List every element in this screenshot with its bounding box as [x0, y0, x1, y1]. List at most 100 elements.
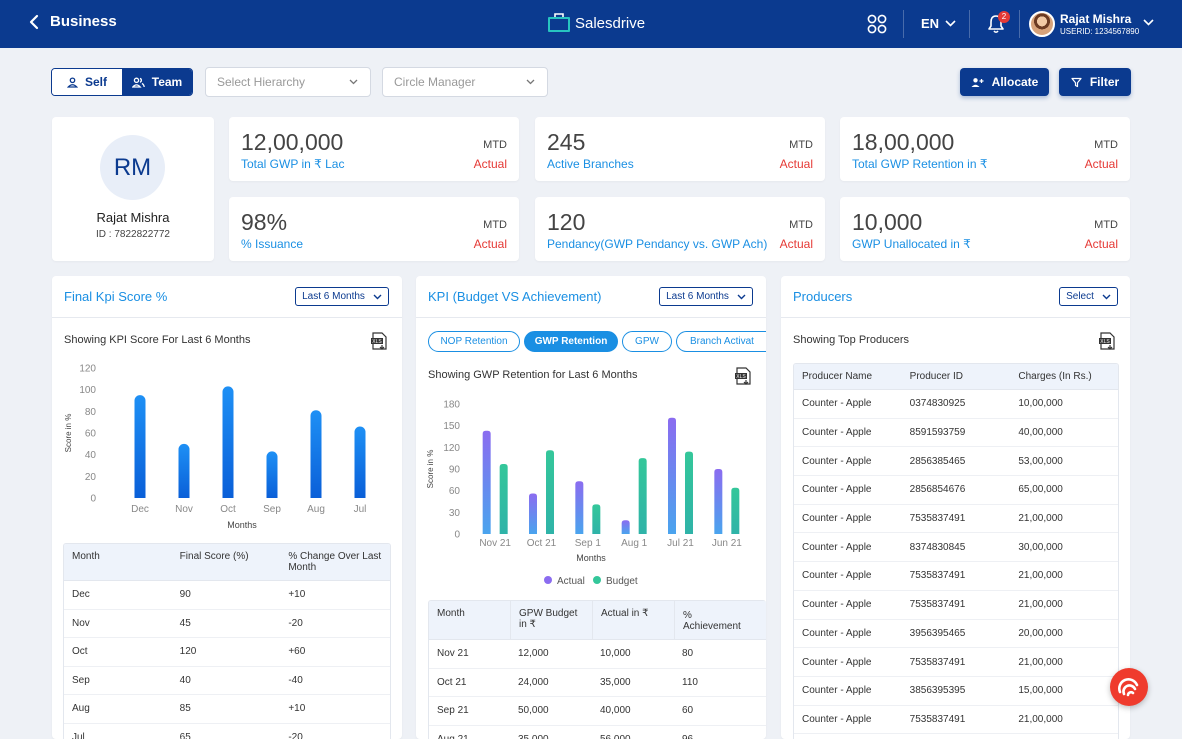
- excel-download-icon[interactable]: XLS: [734, 367, 752, 385]
- tab-nop-retention[interactable]: NOP Retention: [428, 331, 520, 352]
- table-cell: 96: [674, 726, 754, 739]
- filter-label: Filter: [1089, 75, 1120, 89]
- team-tab[interactable]: Team: [122, 69, 192, 95]
- excel-download-icon[interactable]: XLS: [370, 332, 388, 350]
- excel-download-icon[interactable]: XLS: [1098, 332, 1116, 350]
- table-cell: Dec: [72, 589, 90, 601]
- legend-label: Budget: [606, 576, 638, 587]
- table-row[interactable]: Counter - Apple 8591593759 40,00,000: [794, 419, 1118, 448]
- y-tick-label: 0: [454, 530, 460, 541]
- table-row[interactable]: Sep 40 -40: [64, 667, 390, 695]
- producer-select-label: Select: [1066, 291, 1094, 302]
- filter-button[interactable]: Filter: [1059, 68, 1131, 96]
- bar-actual: [621, 520, 630, 534]
- producer-select[interactable]: Select: [1059, 287, 1118, 306]
- stat-card[interactable]: 12,00,000 Total GWP in ₹ Lac MTD Actual: [229, 117, 519, 181]
- table-row[interactable]: Jul 65 -20: [64, 724, 390, 739]
- table-row[interactable]: Counter - Apple 7535837491 21,00,000: [794, 648, 1118, 677]
- table-header: Month GPW Budget in ₹ Actual in ₹ % Achi…: [429, 601, 766, 640]
- table-row[interactable]: Counter - Apple 3956395465 20,00,000: [794, 620, 1118, 649]
- apps-grid-icon[interactable]: [867, 14, 887, 34]
- table-header: Month Final Score (%) % Change Over Last…: [64, 544, 390, 581]
- table-row[interactable]: Nov 45 -20: [64, 610, 390, 638]
- stat-card[interactable]: 245 Active Branches MTD Actual: [535, 117, 825, 181]
- period-select[interactable]: Last 6 Months: [659, 287, 753, 306]
- table-cell: Counter - Apple: [802, 398, 872, 410]
- table-row[interactable]: Aug 21 35,000 56,000 96: [429, 726, 766, 739]
- kpi-table: Month Final Score (%) % Change Over Last…: [63, 543, 391, 739]
- table-cell: 21,00,000: [1018, 656, 1063, 668]
- table-row[interactable]: Counter - Apple 2856385465 53,00,000: [794, 447, 1118, 477]
- table-row[interactable]: Counter - Apple 7535837491 21,00,000: [794, 505, 1118, 534]
- self-tab[interactable]: Self: [52, 69, 122, 95]
- table-row[interactable]: Counter - Apple 7535837491 21,00,000: [794, 706, 1118, 735]
- stat-value: 12,00,000: [241, 129, 344, 155]
- stat-period: MTD: [1094, 219, 1118, 231]
- column-header: Producer ID: [909, 371, 964, 382]
- table-cell: 120: [179, 646, 197, 658]
- table-row[interactable]: Nov 21 12,000 10,000 80: [429, 640, 766, 669]
- hierarchy-select[interactable]: Select Hierarchy: [205, 67, 371, 97]
- allocate-button[interactable]: Allocate: [960, 68, 1049, 96]
- table-row[interactable]: Aug 85 +10: [64, 695, 390, 724]
- tab-branch-activation[interactable]: Branch Activat: [676, 331, 766, 352]
- legend-marker: [544, 576, 552, 584]
- language-select[interactable]: EN: [921, 16, 956, 31]
- brand-logo: Salesdrive: [547, 12, 645, 34]
- panel-subtitle: Showing KPI Score For Last 6 Months: [64, 334, 251, 346]
- stat-period: MTD: [1094, 139, 1118, 151]
- chat-support-button[interactable]: [1110, 668, 1148, 706]
- stat-card[interactable]: 18,00,000 Total GWP Retention in ₹ MTD A…: [840, 117, 1130, 181]
- back-button[interactable]: Business: [28, 13, 117, 30]
- table-row[interactable]: Counter - Apple 0374830925 10,00,000: [794, 390, 1118, 419]
- avatar[interactable]: [1029, 11, 1055, 37]
- budget-table: Month GPW Budget in ₹ Actual in ₹ % Achi…: [428, 600, 766, 739]
- table-cell: Counter - Apple: [802, 599, 872, 611]
- table-row[interactable]: Counter - Apple 7535837491 21,00,000: [794, 591, 1118, 620]
- table-cell: Counter - Apple: [802, 627, 872, 639]
- table-cell: 7535837491: [909, 570, 966, 582]
- table-row[interactable]: Sep 21 50,000 40,000 60: [429, 697, 766, 726]
- stat-card[interactable]: 120 Pendancy(GWP Pendancy vs. GWP Ach) M…: [535, 197, 825, 261]
- table-row[interactable]: Oct 120 +60: [64, 638, 390, 667]
- y-tick-label: 80: [85, 407, 97, 418]
- stat-card[interactable]: 98% % Issuance MTD Actual: [229, 197, 519, 261]
- y-tick-label: 20: [85, 472, 97, 483]
- top-header: Business Salesdrive EN 2 Rajat Mishra US…: [0, 0, 1182, 48]
- stat-label: Pendancy(GWP Pendancy vs. GWP Ach): [547, 237, 768, 251]
- table-cell: 40,00,000: [1018, 427, 1063, 439]
- table-row[interactable]: Counter - Apple 8374830845 30,00,000: [794, 533, 1118, 563]
- user-id: USERID: 1234567890: [1060, 27, 1140, 36]
- table-cell: 35,000: [510, 726, 592, 739]
- chevron-down-icon: [373, 294, 382, 299]
- producers-table: Producer Name Producer ID Charges (In Rs…: [793, 363, 1119, 739]
- period-select[interactable]: Last 6 Months: [295, 287, 389, 306]
- table-cell: 7535837491: [909, 713, 966, 725]
- tab-gpw[interactable]: GPW: [622, 331, 672, 352]
- y-tick-label: 30: [449, 508, 461, 519]
- table-cell: Oct: [72, 646, 88, 658]
- table-cell: Counter - Apple: [802, 685, 872, 697]
- bar-actual: [714, 469, 723, 534]
- team-label: Team: [151, 75, 183, 89]
- stat-card[interactable]: 10,000 GWP Unallocated in ₹ MTD Actual: [840, 197, 1130, 261]
- circle-manager-select[interactable]: Circle Manager: [382, 67, 548, 97]
- table-row[interactable]: Counter - Apple 3856395395 15,00,000: [794, 677, 1118, 706]
- y-tick-label: 180: [443, 400, 460, 411]
- table-row[interactable]: Counter - Apple 2856854676 65,00,000: [794, 476, 1118, 505]
- table-cell: 7535837491: [909, 656, 966, 668]
- table-cell: 40,000: [600, 705, 631, 717]
- table-cell: Counter - Apple: [802, 513, 872, 525]
- table-cell: 85: [179, 703, 191, 715]
- back-label: Business: [50, 13, 117, 30]
- table-row[interactable]: Oct 21 24,000 35,000 110: [429, 669, 766, 697]
- x-tick-label: Aug: [307, 504, 325, 515]
- table-row[interactable]: Counter - Apple 7535837491 21,00,000: [794, 562, 1118, 591]
- chevron-down-icon[interactable]: [1143, 19, 1154, 26]
- table-row[interactable]: Dec 90 +10: [64, 581, 390, 610]
- table-cell: 15,00,000: [1018, 685, 1063, 697]
- table-cell: 20,00,000: [1018, 627, 1063, 639]
- tab-gwp-retention[interactable]: GWP Retention: [524, 331, 618, 352]
- table-cell: 45: [179, 617, 191, 629]
- bar-budget: [685, 451, 693, 534]
